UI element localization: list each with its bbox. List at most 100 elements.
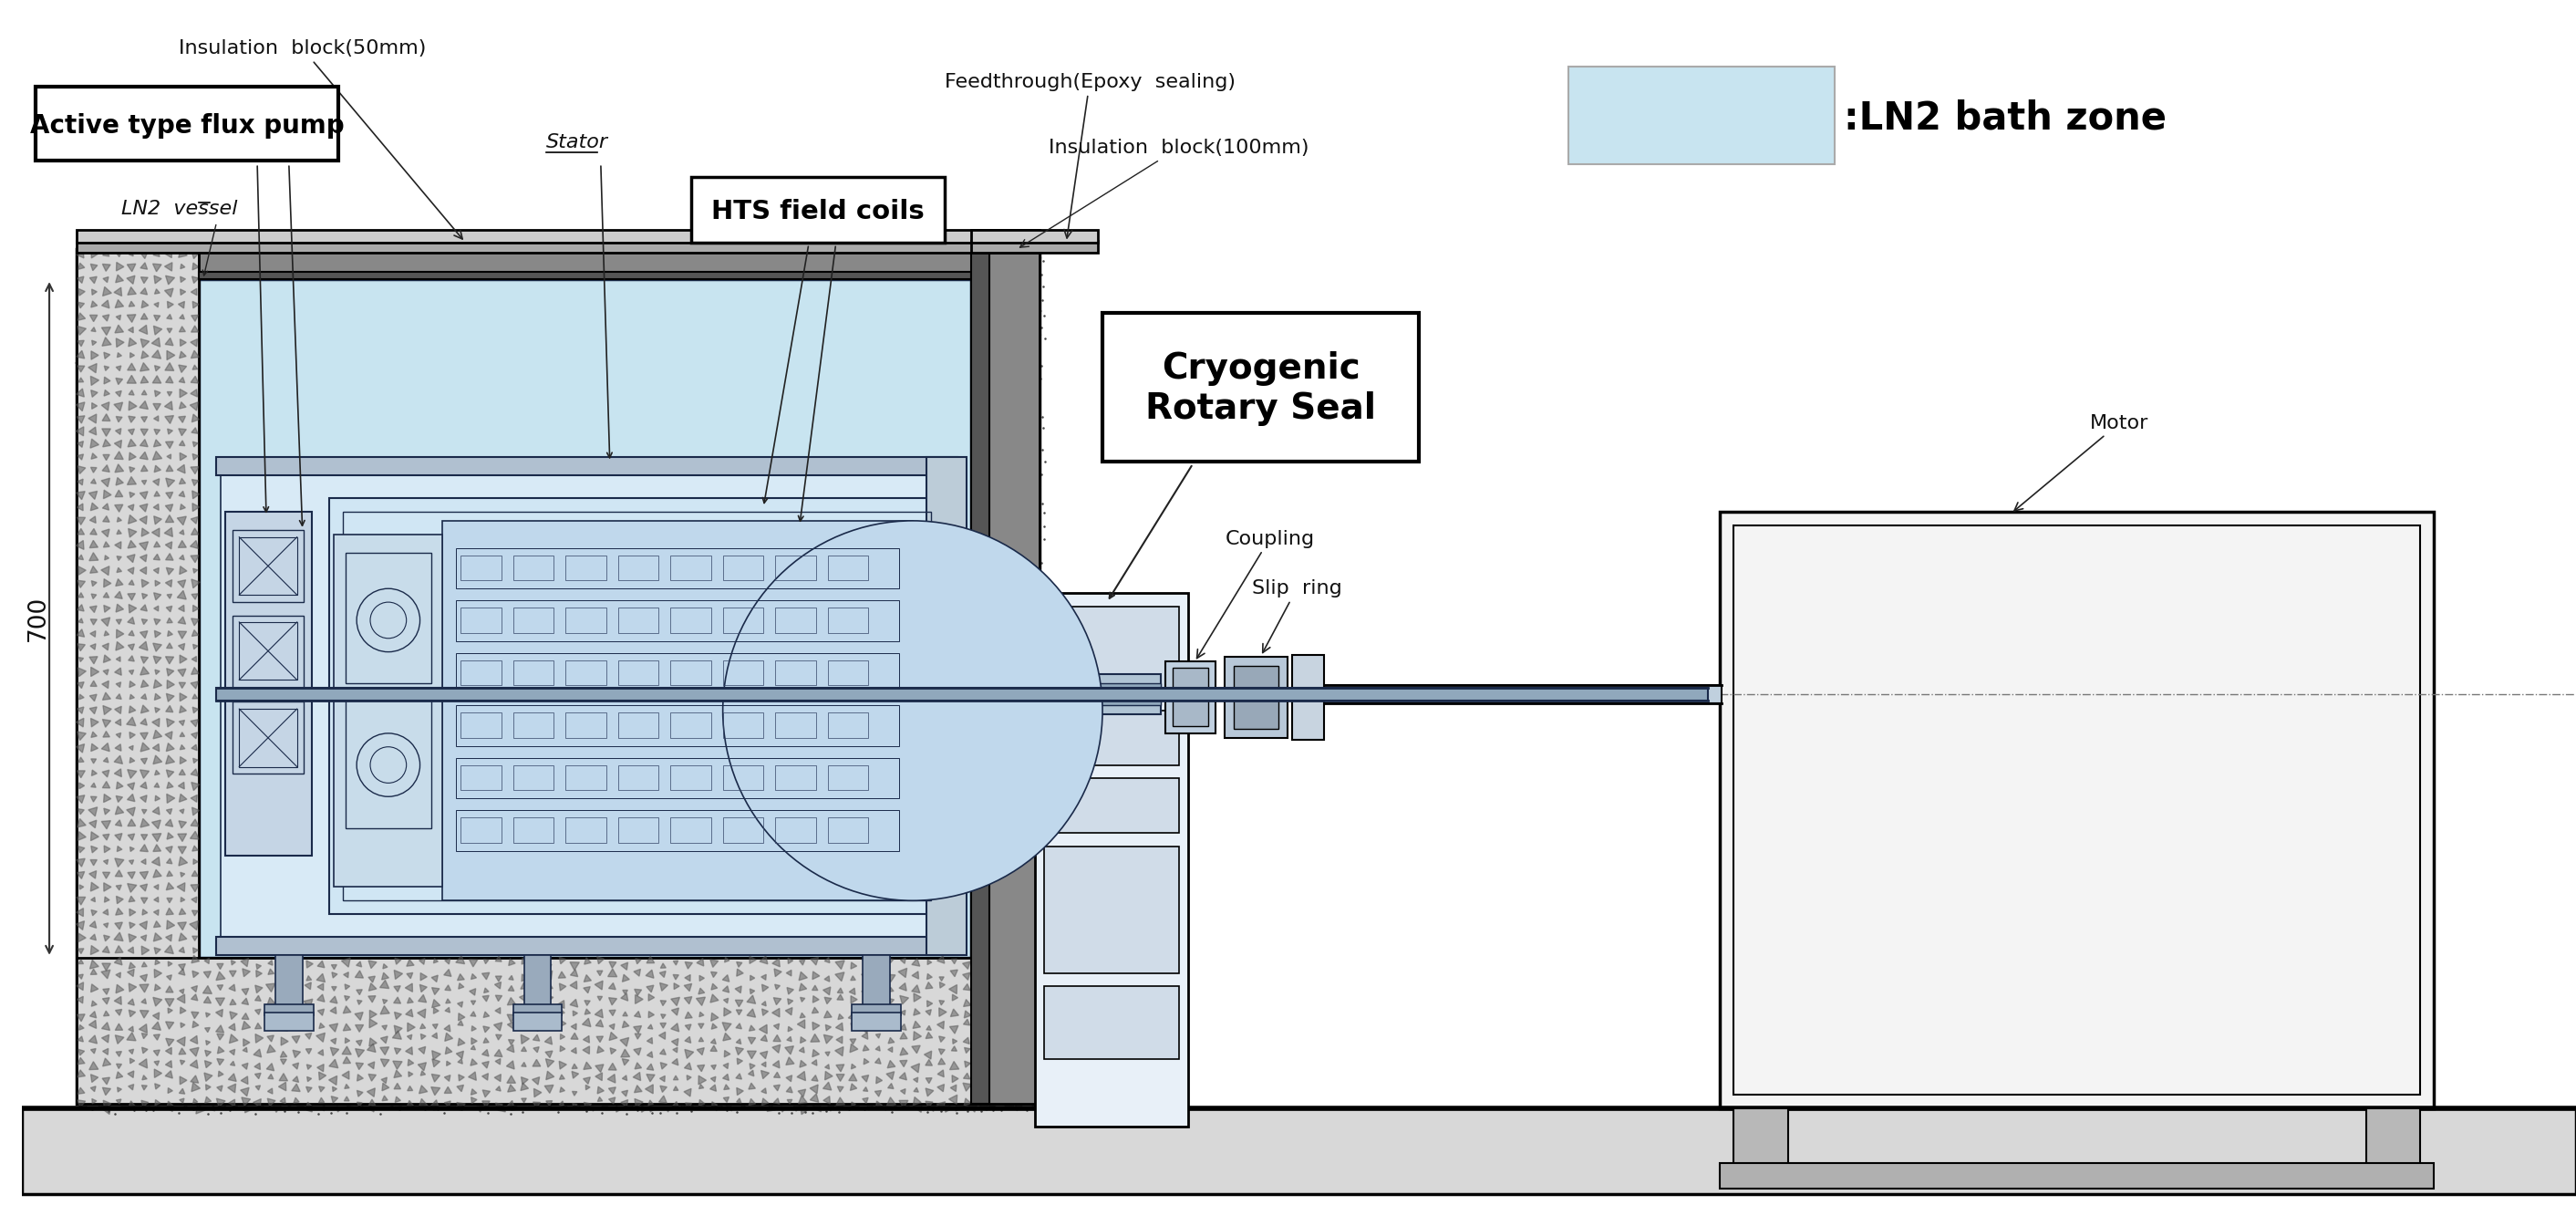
- Polygon shape: [1028, 266, 1038, 276]
- Polygon shape: [716, 542, 724, 549]
- Polygon shape: [1030, 750, 1036, 755]
- Polygon shape: [157, 318, 162, 322]
- Polygon shape: [850, 996, 858, 1003]
- Polygon shape: [829, 774, 835, 780]
- Polygon shape: [155, 807, 162, 815]
- Polygon shape: [155, 1069, 162, 1078]
- Polygon shape: [634, 969, 641, 976]
- Polygon shape: [701, 268, 708, 275]
- Polygon shape: [155, 276, 162, 283]
- Polygon shape: [142, 897, 147, 904]
- Polygon shape: [549, 1049, 556, 1058]
- Polygon shape: [585, 421, 592, 428]
- Polygon shape: [716, 607, 721, 613]
- Polygon shape: [420, 432, 428, 439]
- Polygon shape: [209, 409, 214, 414]
- Polygon shape: [930, 870, 938, 879]
- Polygon shape: [371, 1107, 374, 1112]
- Polygon shape: [420, 1034, 425, 1040]
- Polygon shape: [791, 345, 799, 352]
- Polygon shape: [142, 356, 147, 363]
- Polygon shape: [912, 251, 922, 260]
- Polygon shape: [335, 672, 343, 680]
- Polygon shape: [386, 283, 394, 291]
- Polygon shape: [979, 782, 987, 791]
- Polygon shape: [799, 786, 806, 797]
- Polygon shape: [574, 380, 585, 391]
- Polygon shape: [510, 264, 518, 273]
- Polygon shape: [152, 807, 160, 814]
- Polygon shape: [198, 848, 209, 859]
- Polygon shape: [90, 808, 100, 817]
- Polygon shape: [103, 504, 108, 510]
- Polygon shape: [165, 809, 173, 817]
- Polygon shape: [956, 961, 966, 971]
- Polygon shape: [737, 848, 744, 855]
- Polygon shape: [951, 973, 958, 981]
- Polygon shape: [788, 1026, 793, 1031]
- Polygon shape: [142, 743, 149, 752]
- Polygon shape: [183, 900, 193, 910]
- Polygon shape: [183, 820, 191, 828]
- Bar: [1172, 668, 1208, 726]
- Polygon shape: [971, 934, 976, 940]
- Polygon shape: [969, 278, 974, 284]
- Polygon shape: [739, 318, 744, 325]
- Polygon shape: [77, 604, 85, 611]
- Polygon shape: [611, 508, 621, 519]
- Polygon shape: [507, 1045, 515, 1052]
- Polygon shape: [914, 1102, 922, 1112]
- Polygon shape: [376, 775, 381, 780]
- Polygon shape: [866, 613, 871, 618]
- Polygon shape: [255, 535, 263, 543]
- Polygon shape: [652, 642, 659, 652]
- Polygon shape: [309, 927, 319, 938]
- Polygon shape: [193, 276, 198, 283]
- Polygon shape: [641, 787, 644, 793]
- Polygon shape: [577, 1078, 582, 1083]
- Polygon shape: [925, 1051, 933, 1059]
- Polygon shape: [407, 1065, 415, 1072]
- Polygon shape: [103, 1048, 108, 1054]
- Polygon shape: [459, 560, 466, 569]
- Polygon shape: [464, 988, 474, 998]
- Polygon shape: [139, 796, 147, 802]
- Polygon shape: [902, 901, 907, 907]
- Polygon shape: [384, 836, 394, 845]
- Polygon shape: [662, 745, 667, 750]
- Polygon shape: [374, 432, 381, 436]
- Polygon shape: [446, 1032, 453, 1041]
- Polygon shape: [422, 532, 425, 537]
- Polygon shape: [307, 1042, 317, 1051]
- Polygon shape: [464, 509, 469, 514]
- Polygon shape: [951, 607, 958, 615]
- Polygon shape: [461, 266, 466, 272]
- Polygon shape: [1018, 863, 1025, 869]
- Polygon shape: [855, 368, 860, 373]
- Polygon shape: [425, 380, 430, 386]
- Polygon shape: [507, 986, 515, 991]
- Polygon shape: [296, 658, 304, 668]
- Polygon shape: [399, 391, 407, 397]
- Polygon shape: [760, 1070, 770, 1079]
- Polygon shape: [273, 419, 281, 427]
- Polygon shape: [201, 293, 211, 303]
- Polygon shape: [291, 850, 301, 858]
- Polygon shape: [623, 1011, 629, 1016]
- Polygon shape: [876, 445, 881, 450]
- Polygon shape: [103, 834, 108, 840]
- Polygon shape: [497, 727, 505, 733]
- Polygon shape: [824, 1052, 829, 1056]
- Polygon shape: [489, 631, 497, 640]
- Polygon shape: [994, 447, 999, 454]
- Polygon shape: [698, 625, 706, 631]
- Polygon shape: [296, 608, 304, 615]
- Polygon shape: [193, 441, 198, 446]
- Polygon shape: [585, 1085, 590, 1090]
- Polygon shape: [688, 609, 696, 617]
- Polygon shape: [994, 533, 999, 538]
- Polygon shape: [775, 570, 781, 575]
- Polygon shape: [889, 584, 896, 592]
- Polygon shape: [716, 852, 721, 858]
- Polygon shape: [116, 799, 126, 809]
